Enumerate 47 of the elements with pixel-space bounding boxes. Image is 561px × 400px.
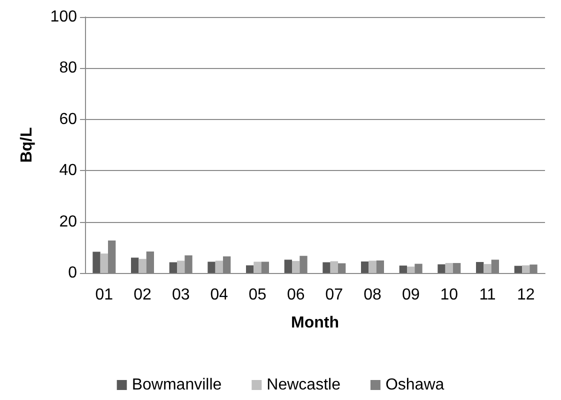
x-tick-label: 08 xyxy=(364,286,382,304)
bar xyxy=(522,265,530,273)
bar xyxy=(254,262,262,273)
bar xyxy=(407,266,415,273)
bar xyxy=(177,260,185,273)
bar xyxy=(399,266,407,273)
x-tick-label: 01 xyxy=(95,286,114,304)
bar xyxy=(322,262,330,273)
legend-label: Oshawa xyxy=(385,376,444,394)
legend-label: Newcastle xyxy=(266,376,341,394)
x-tick-label: 02 xyxy=(134,286,152,304)
bar xyxy=(292,260,300,273)
bar xyxy=(138,258,146,273)
x-tick-label: 04 xyxy=(210,286,228,304)
x-tick-label: 05 xyxy=(248,286,266,304)
bar xyxy=(284,260,292,273)
x-tick-label: 09 xyxy=(402,286,420,304)
bar xyxy=(215,260,223,273)
x-tick-label: 06 xyxy=(286,286,305,304)
bar xyxy=(476,262,484,273)
y-tick-label: 40 xyxy=(59,162,78,180)
x-tick-label: 07 xyxy=(325,286,344,304)
bar xyxy=(484,264,492,273)
y-tick-label: 20 xyxy=(59,213,78,230)
y-tick-label: 80 xyxy=(59,60,78,77)
bar xyxy=(92,252,100,273)
bar xyxy=(169,262,177,273)
y-tick-label: 100 xyxy=(50,8,78,26)
bar xyxy=(330,261,338,273)
bar xyxy=(368,260,376,273)
y-axis-title: Bq/L xyxy=(18,127,36,163)
x-tick-label: 12 xyxy=(516,286,535,304)
bar xyxy=(208,262,216,273)
bar xyxy=(100,254,108,273)
bar xyxy=(514,266,522,273)
legend-label: Bowmanville xyxy=(132,376,222,394)
y-tick-label: 0 xyxy=(68,264,78,282)
bar xyxy=(131,258,139,273)
x-tick-label: 03 xyxy=(172,286,190,304)
y-tick-label: 60 xyxy=(59,110,78,128)
bar xyxy=(445,263,453,273)
x-tick-label: 10 xyxy=(440,286,458,304)
x-tick-label: 11 xyxy=(479,286,496,304)
bar xyxy=(438,264,446,273)
bar xyxy=(246,265,254,273)
bar xyxy=(361,261,369,273)
x-axis-title: Month xyxy=(291,314,339,332)
